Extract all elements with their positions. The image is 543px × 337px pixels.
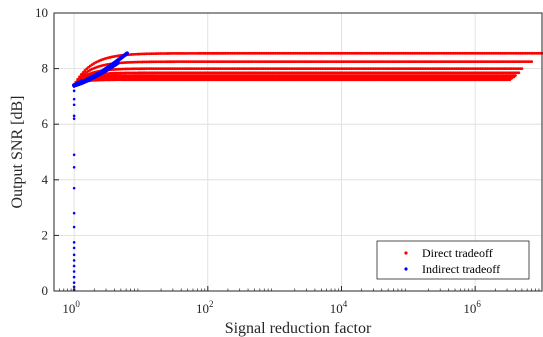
indirect-point [72,275,76,279]
x-tick-base: 10 [463,301,476,316]
y-tick-label: 8 [42,61,49,76]
x-tick-label: 102 [196,299,214,316]
y-tick-label: 4 [42,172,49,187]
indirect-point [104,68,108,72]
indirect-point [87,76,92,81]
legend-label-indirect: Indirect tradeoff [422,262,500,276]
indirect-point [79,79,84,84]
legend-marker-direct [404,251,408,255]
indirect-point [72,246,76,250]
x-tick-exp: 4 [343,299,348,309]
x-tick-exp: 0 [75,299,80,309]
x-axis-label: Signal reduction factor [225,320,372,337]
direct-point [517,71,521,75]
legend-marker-indirect [404,267,408,271]
x-tick-base: 10 [330,301,343,316]
x-tick-base: 10 [62,301,75,316]
indirect-point [72,186,76,190]
indirect-point [125,51,129,56]
legend: Direct tradeoff Indirect tradeoff [376,240,530,280]
indirect-point [72,153,76,157]
indirect-point [72,264,76,268]
indirect-point [72,97,76,101]
direct-point [508,78,512,82]
direct-curve [72,71,521,87]
x-tick-label: 106 [463,299,481,316]
direct-point [520,67,524,70]
y-tick-label: 6 [42,116,49,131]
indirect-point [72,241,76,244]
x-tick-base: 10 [196,301,209,316]
indirect-curve [72,79,84,88]
direct-point [512,75,516,79]
direct-curve [72,67,524,87]
y-tick-label: 2 [42,227,49,242]
indirect-point [72,89,76,93]
indirect-point [72,165,76,169]
x-tick-exp: 2 [209,299,214,309]
indirect-point [95,72,99,77]
data-marks [72,51,543,291]
indirect-point [72,117,76,120]
indirect-point [115,61,120,65]
y-axis-label: Output SNR [dB] [9,96,26,209]
legend-label-direct: Direct tradeoff [422,246,493,260]
plot-frame [53,12,543,292]
indirect-vertical [72,85,76,291]
x-tick-label: 100 [62,299,80,316]
y-tick-label: 0 [42,283,49,298]
indirect-point [72,114,76,118]
indirect-point [72,259,76,262]
indirect-point [72,281,76,284]
indirect-point [72,270,76,273]
indirect-point [72,225,76,229]
indirect-point [72,253,76,257]
legend-box [376,240,530,280]
y-tick-label: 10 [35,5,48,20]
indirect-point [72,211,76,215]
direct-point [530,60,534,64]
direct-point [83,69,87,72]
indirect-point [72,103,76,107]
x-tick-label: 104 [330,299,348,316]
x-tick-exp: 6 [476,299,481,309]
